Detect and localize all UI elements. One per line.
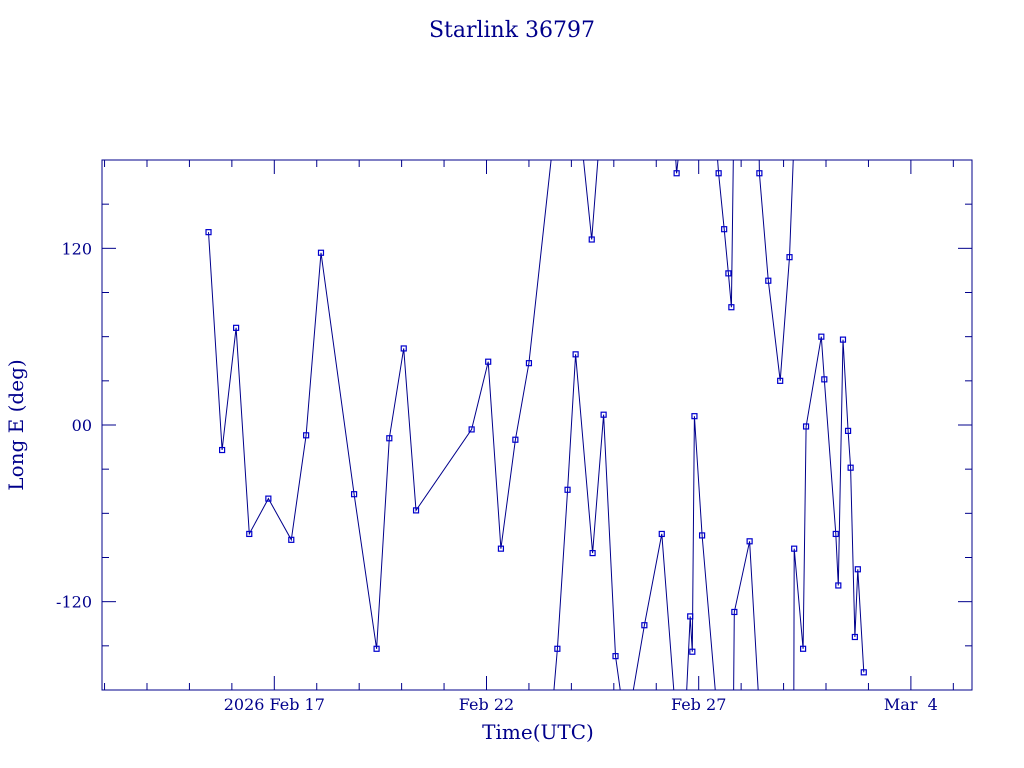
- x-axis-label: Time(UTC): [482, 720, 594, 744]
- series-line-segment: [208, 160, 552, 649]
- series-group: [205, 160, 867, 690]
- data-point: [658, 530, 665, 538]
- data-point: [373, 645, 380, 652]
- series-line-segment: [553, 354, 621, 690]
- series-line-segment: [793, 336, 865, 690]
- data-point: [205, 229, 212, 236]
- data-point: [512, 436, 519, 443]
- chart-title: Starlink 36797: [429, 18, 595, 43]
- data-point: [777, 377, 784, 384]
- data-point: [847, 464, 854, 471]
- data-point: [839, 336, 847, 343]
- data-point: [400, 345, 407, 352]
- series-line-segment: [717, 160, 734, 308]
- data-point: [860, 669, 867, 676]
- data-point: [851, 633, 858, 641]
- data-point: [731, 608, 738, 616]
- data-point: [698, 532, 706, 539]
- data-point: [725, 270, 732, 277]
- data-point: [854, 566, 861, 573]
- data-point: [756, 170, 763, 177]
- data-point: [728, 304, 735, 311]
- x-tick-label: Mar 4: [884, 695, 938, 714]
- data-point: [746, 538, 753, 545]
- data-point: [673, 170, 680, 177]
- data-point: [554, 645, 561, 652]
- data-point: [525, 360, 533, 367]
- data-point: [589, 549, 596, 557]
- data-point: [233, 324, 240, 331]
- y-tick-label: 00: [72, 416, 92, 435]
- data-point: [835, 582, 842, 589]
- x-tick-label: Feb 22: [459, 695, 514, 714]
- series-line-segment: [675, 160, 679, 174]
- x-tick-label: Feb 27: [671, 695, 726, 714]
- data-point: [786, 254, 793, 261]
- data-point: [715, 170, 722, 177]
- series-line-segment: [632, 533, 675, 690]
- data-point: [832, 530, 839, 538]
- data-point: [246, 530, 253, 538]
- series-line-segment: [733, 541, 759, 690]
- data-point: [791, 545, 798, 552]
- series-line-segment: [758, 160, 794, 381]
- series-line-segment: [583, 160, 599, 240]
- y-tick-label: 120: [61, 239, 92, 258]
- data-point: [802, 423, 810, 430]
- data-point: [844, 427, 852, 434]
- data-point: [386, 435, 393, 442]
- data-point: [317, 249, 325, 256]
- data-point: [572, 351, 579, 358]
- data-point: [588, 236, 595, 243]
- data-point: [721, 226, 728, 233]
- data-point: [265, 495, 272, 502]
- y-axis-label: Long E (deg): [4, 359, 28, 490]
- data-point: [485, 358, 492, 365]
- data-point: [821, 376, 828, 383]
- data-point: [612, 653, 619, 660]
- x-tick-label: 2026 Feb 17: [224, 695, 325, 714]
- data-point: [350, 491, 358, 498]
- data-point: [818, 333, 825, 340]
- data-point: [687, 613, 694, 620]
- data-point: [303, 432, 310, 439]
- series-line-segment: [686, 416, 716, 690]
- data-point: [497, 545, 505, 552]
- data-point: [564, 486, 571, 493]
- data-point: [468, 426, 475, 433]
- data-point: [219, 446, 226, 454]
- data-point: [799, 645, 807, 652]
- data-point: [641, 622, 648, 629]
- data-point: [600, 411, 607, 418]
- data-point: [691, 413, 698, 420]
- data-point: [412, 507, 420, 514]
- plot-area: 120 00 -120 2026 Feb 17 Feb 22 Feb 27 Mar 4: [56, 159, 973, 714]
- y-tick-label: -120: [56, 593, 92, 612]
- data-point: [689, 648, 696, 655]
- data-point: [765, 277, 772, 284]
- data-point: [288, 536, 295, 543]
